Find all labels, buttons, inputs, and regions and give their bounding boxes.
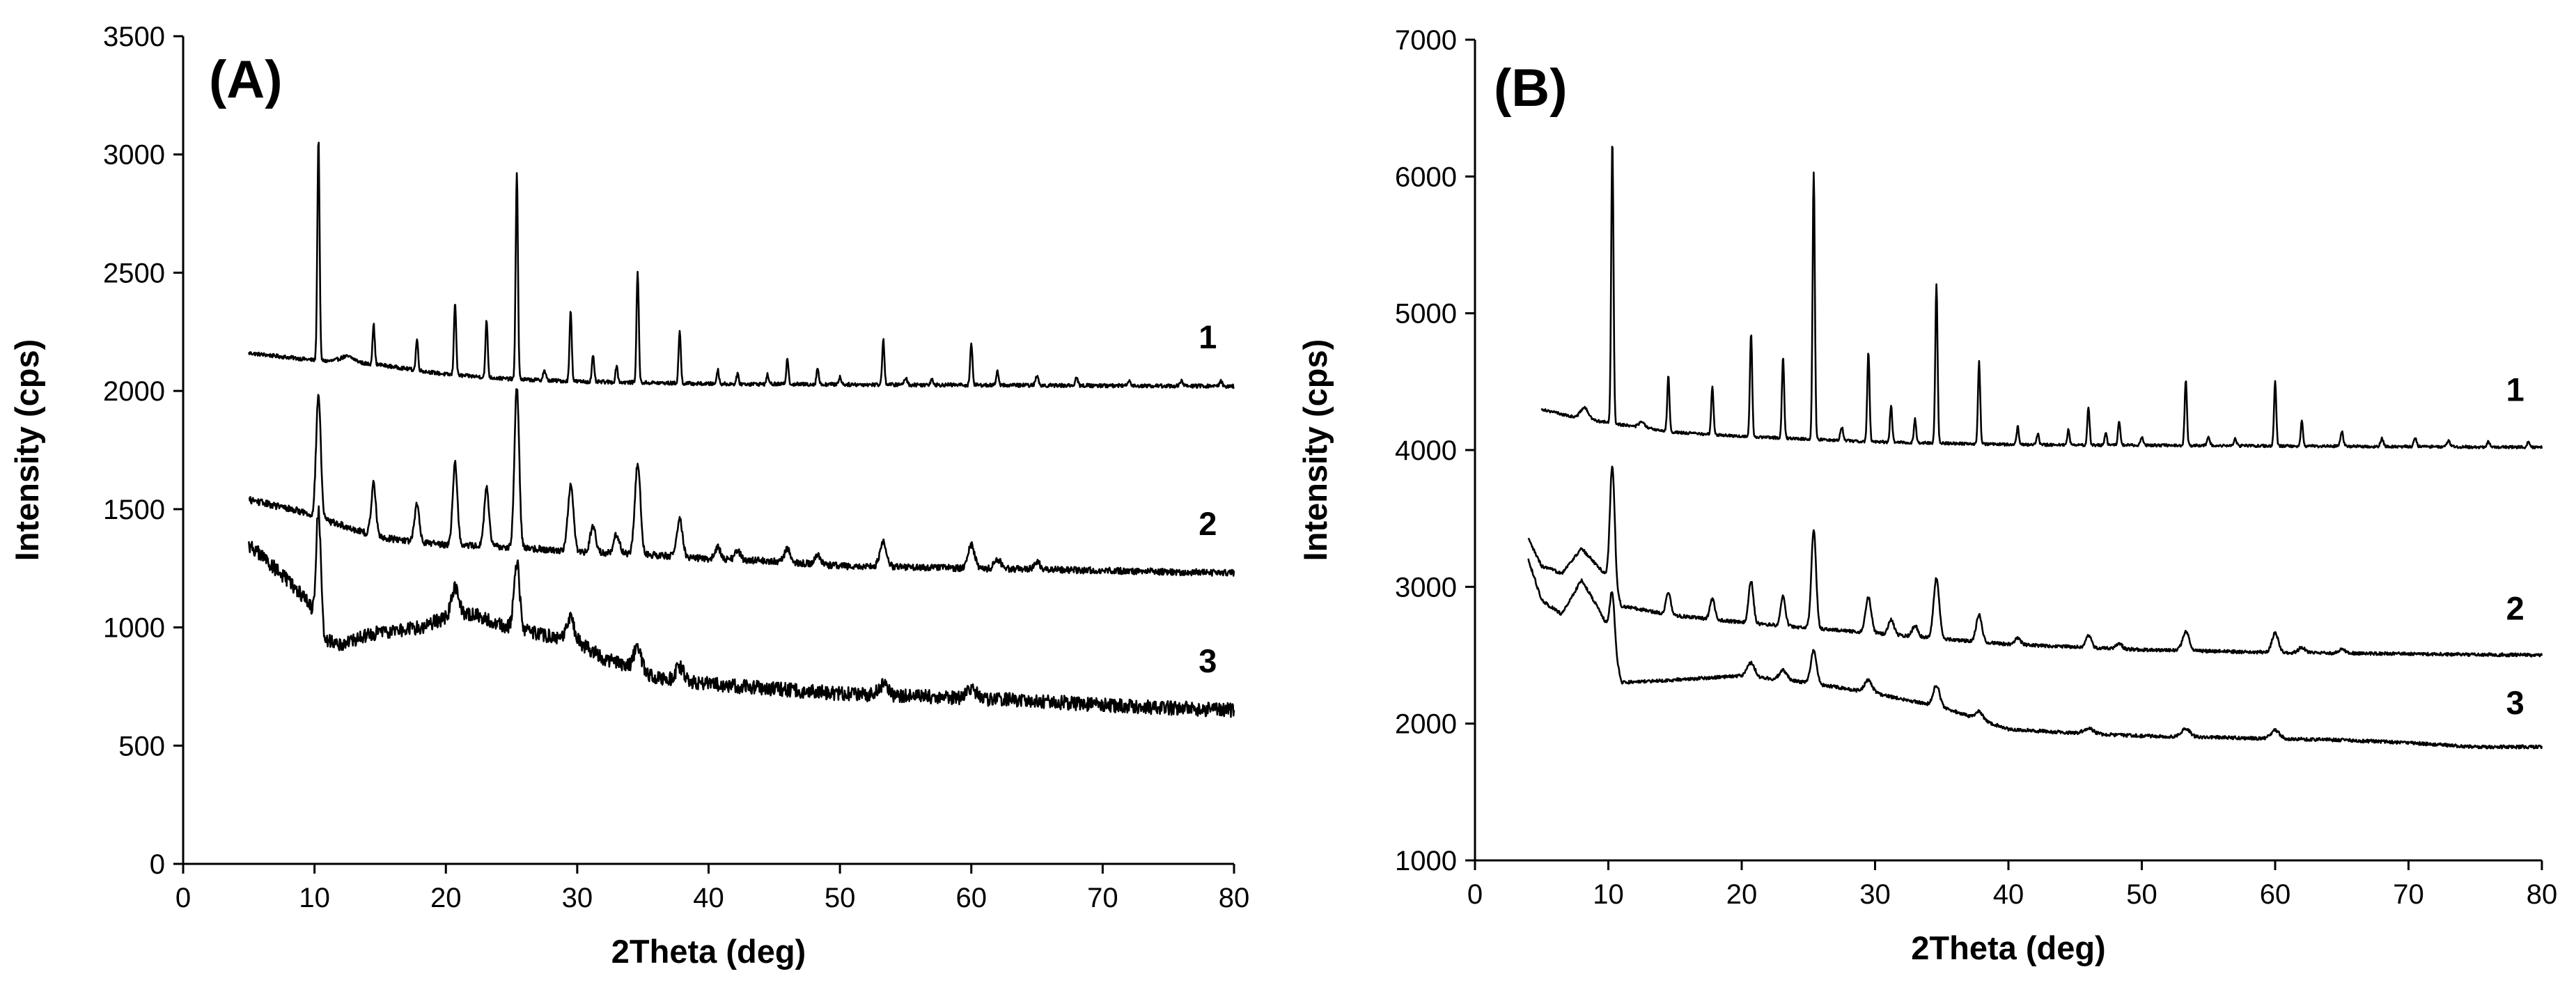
panel-label: (B) bbox=[1494, 59, 1568, 118]
x-tick-label: 20 bbox=[430, 883, 462, 913]
x-axis-title: 2Theta (deg) bbox=[1911, 929, 2105, 966]
x-tick-label: 40 bbox=[693, 883, 724, 913]
y-tick-label: 2500 bbox=[103, 258, 165, 288]
curve-label-1: 1 bbox=[2506, 371, 2524, 408]
x-tick-label: 80 bbox=[2527, 879, 2558, 910]
x-tick-label: 50 bbox=[825, 883, 856, 913]
y-tick-label: 0 bbox=[150, 849, 165, 880]
y-tick-label: 5000 bbox=[1395, 299, 1457, 330]
series-1-trace bbox=[248, 141, 1235, 389]
plot-area bbox=[1475, 40, 2542, 860]
y-tick-label: 3000 bbox=[1395, 572, 1457, 603]
x-tick-label: 70 bbox=[2393, 879, 2424, 910]
curve-label-3: 3 bbox=[2506, 684, 2524, 721]
curve-label-2: 2 bbox=[1199, 505, 1217, 542]
x-tick-label: 70 bbox=[1087, 883, 1118, 913]
x-tick-label: 60 bbox=[956, 883, 988, 913]
series-2-trace bbox=[1527, 465, 2543, 658]
y-tick-label: 7000 bbox=[1395, 25, 1457, 56]
y-tick-label: 1000 bbox=[103, 613, 165, 644]
x-axis-title: 2Theta (deg) bbox=[611, 933, 806, 970]
x-tick-label: 40 bbox=[1993, 879, 2024, 910]
y-tick-label: 1500 bbox=[103, 495, 165, 525]
x-tick-label: 0 bbox=[175, 883, 191, 913]
series-3-trace bbox=[1527, 558, 2543, 750]
y-tick-label: 2000 bbox=[1395, 709, 1457, 740]
x-tick-label: 20 bbox=[1726, 879, 1758, 910]
series-1-trace bbox=[1540, 146, 2543, 449]
curve-label-2: 2 bbox=[2506, 589, 2524, 626]
y-tick-label: 3000 bbox=[103, 140, 165, 171]
x-tick-label: 50 bbox=[2126, 879, 2157, 910]
series-3-trace bbox=[248, 505, 1235, 718]
chart-panel-a: 0 10 20 30 40 50 60 70 80 0 500 1000 1500 2000 2500 300… bbox=[8, 22, 1249, 970]
curve-label-1: 1 bbox=[1199, 318, 1217, 355]
y-tick-label: 4000 bbox=[1395, 435, 1457, 466]
series-2-trace bbox=[248, 388, 1235, 577]
x-tick-label: 30 bbox=[562, 883, 593, 913]
y-tick-label: 6000 bbox=[1395, 162, 1457, 192]
y-tick-label: 3500 bbox=[103, 22, 165, 52]
x-tick-label: 30 bbox=[1859, 879, 1891, 910]
y-axis-title: Intensity (cps) bbox=[1297, 339, 1334, 562]
y-tick-label: 2000 bbox=[103, 376, 165, 407]
x-tick-label: 10 bbox=[299, 883, 330, 913]
panel-label: (A) bbox=[209, 50, 283, 109]
chart-panel-b: 0 10 20 30 40 50 60 70 80 1000 2000 3000 4000 5000 600… bbox=[1297, 25, 2557, 966]
x-tick-label: 80 bbox=[1219, 883, 1250, 913]
curve-label-3: 3 bbox=[1199, 642, 1217, 679]
x-tick-label: 10 bbox=[1593, 879, 1624, 910]
x-tick-label: 0 bbox=[1467, 879, 1483, 910]
plot-area bbox=[183, 36, 1234, 864]
y-axis-title: Intensity (cps) bbox=[8, 339, 45, 562]
y-tick-label: 1000 bbox=[1395, 846, 1457, 876]
y-tick-label: 500 bbox=[118, 731, 165, 761]
x-tick-label: 60 bbox=[2260, 879, 2291, 910]
